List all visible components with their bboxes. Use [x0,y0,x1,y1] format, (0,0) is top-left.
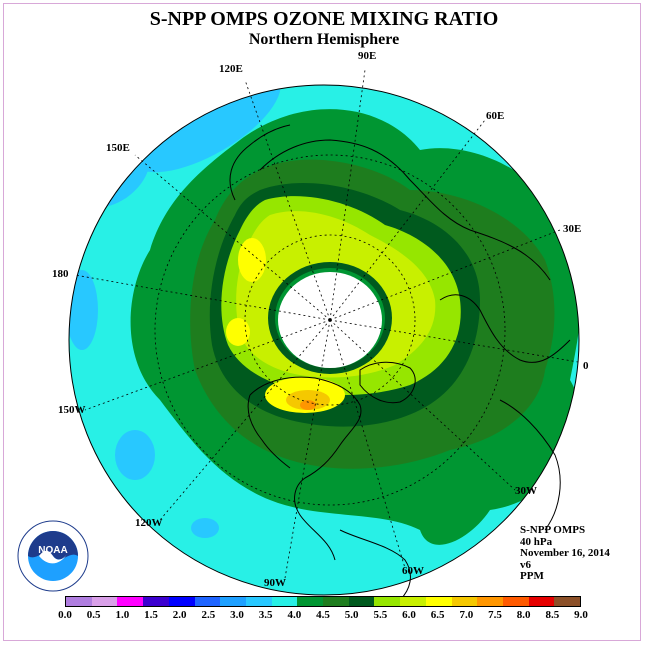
colorbar-segment [502,597,529,606]
info-block: S-NPP OMPS 40 hPa November 16, 2014 v6 P… [520,524,610,583]
colorbar-tick-label: 6.5 [430,609,445,621]
colorbar-tick-label: 4.0 [287,609,302,621]
colorbar-segment [528,597,555,606]
meridian-30w [329,319,516,491]
noaa-logo: NOAA [17,520,89,592]
colorbar-segment [554,597,581,606]
lon-label-180: 180 [52,268,69,280]
meridian-180 [74,274,331,321]
meridian-0 [329,319,579,363]
lon-label-150w: 150W [58,404,86,416]
lon-label-150e: 150E [106,142,130,154]
ozone-field [69,85,579,595]
colorbar-segment [66,597,92,606]
lon-label-30e: 30E [563,223,582,235]
coast-africa [499,399,561,531]
colorbar-tick-label: 8.5 [545,609,560,621]
colorbar-tick-label: 1.0 [115,609,130,621]
colorbar-segment [117,597,144,606]
colorbar-segment [451,597,478,606]
lon-label-60e: 60E [486,110,505,122]
info-version: v6 [520,558,531,571]
colorbar-segment [194,597,221,606]
coast-south-america [339,529,411,601]
colorbar-tick-label: 1.5 [144,609,158,621]
coastlines [229,124,571,601]
colorbar-tick-label: 2.5 [201,609,216,621]
lon-label-120e: 120E [219,63,243,75]
lat-circle-60 [244,234,416,406]
colorbar-segment [425,597,452,606]
map-boundary [68,84,580,596]
coast-greenland [359,361,416,404]
meridian-30e [329,229,561,321]
meridian-90w [284,319,331,579]
meridian-90e [329,69,366,321]
coast-north-america [247,376,362,561]
page-title: S-NPP OMPS OZONE MIXING RATIO [149,8,499,30]
meridian-120w [159,319,331,521]
lon-label-90w: 90W [264,577,286,589]
ozone-max-7-west [226,318,250,346]
colorbar-segment [400,597,426,606]
colorbar-tick-label: 5.5 [373,609,388,621]
coast-europe [439,294,571,363]
colorbar-tick-label: 2.0 [172,609,187,621]
info-date: November 16, 2014 [520,547,610,559]
info-level: 40 hPa [520,535,553,548]
colorbar-tick-label: 3.5 [258,609,273,621]
lon-label-60w: 60W [402,565,424,577]
lat-circle-30 [154,154,506,506]
colorbar-tick-label: 0.0 [58,609,72,621]
colorbar-segment [348,597,375,606]
colorbar-tick-label: 9.0 [574,609,588,621]
colorbar-segment [271,597,298,606]
meridian-60w [329,319,406,569]
meridian-60e [329,119,486,321]
ozone-max-65-west [238,238,266,282]
meridian-150w [84,319,331,411]
info-units: PPM [520,570,544,582]
coast-asia [259,139,551,281]
ozone-max-8-canada [300,400,316,410]
colorbar-tick-label: 0.5 [86,609,101,621]
figure-frame [3,3,641,641]
graticule [74,69,579,579]
colorbar-segment [168,597,195,606]
colorbar-tick-label: 6.0 [402,609,416,621]
page-subtitle: Northern Hemisphere [248,31,400,48]
lon-label-0: 0 [583,360,589,372]
blue-patch-120w [191,518,219,538]
lon-label-30w: 30W [515,485,537,497]
lon-label-90e: 90E [358,50,377,62]
lon-label-120w: 120W [135,517,163,529]
colorbar-tick-label: 5.0 [344,609,359,621]
colorbar-segment [91,597,118,606]
colorbar [65,596,581,607]
colorbar-segment [245,597,272,606]
info-instrument: S-NPP OMPS [520,524,586,536]
colorbar-segment [323,597,349,606]
colorbar-tick-label: 4.5 [316,609,330,621]
colorbar-tick-label: 8.0 [516,609,531,621]
colorbar-tick-label: 3.0 [230,609,244,621]
noaa-logo-text: NOAA [38,545,67,556]
blue-patch-150w [115,430,155,480]
colorbar-tick-label: 7.5 [488,609,502,621]
colorbar-segment [143,597,169,606]
colorbar-segment [374,597,401,606]
colorbar-segment [477,597,503,606]
colorbar-segment [297,597,324,606]
coast-east-asia [229,124,291,201]
colorbar-segment [220,597,246,606]
colorbar-tick-label: 7.0 [459,609,474,621]
